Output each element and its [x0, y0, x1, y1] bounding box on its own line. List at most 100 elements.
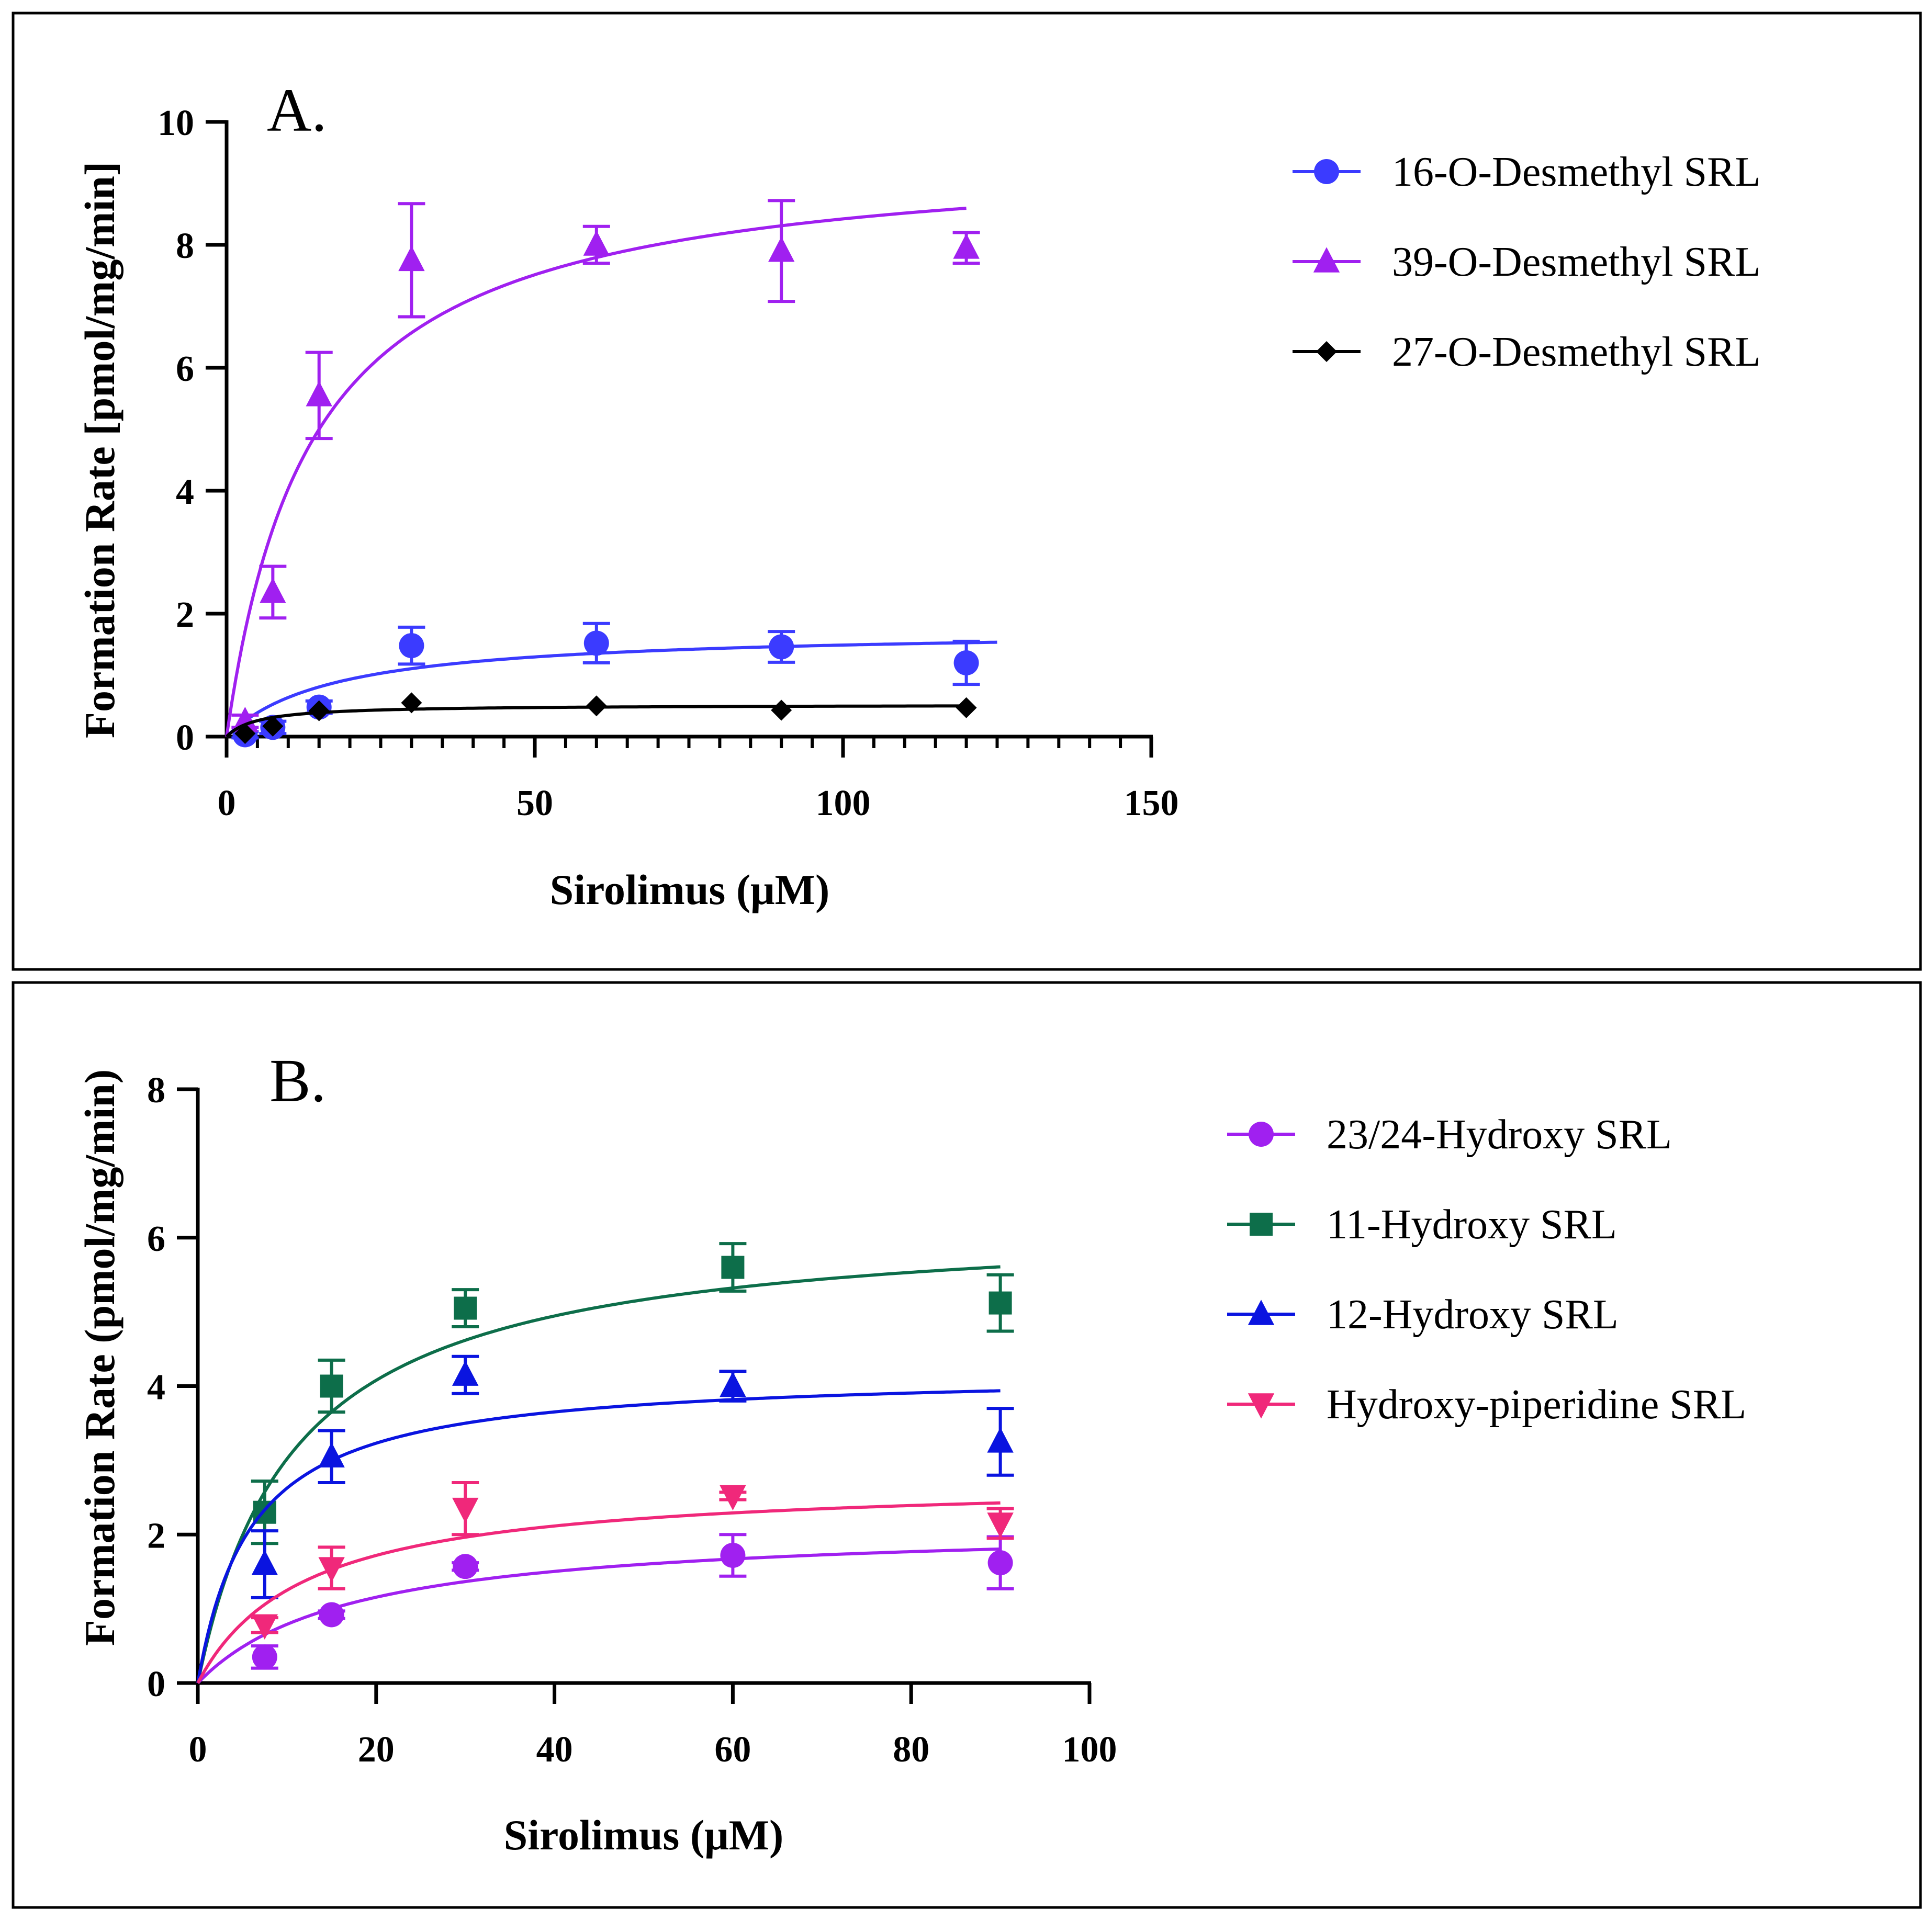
panel-b-x-tick-label: 20: [358, 1730, 395, 1770]
panel-a-series-2: [225, 199, 980, 737]
panel-a-axes: 0 50 100 150 0 2 4 6 8 10: [158, 103, 1179, 823]
panel-a-series-3: [225, 692, 977, 744]
panel-b-axes: 0 20 40 60 80 100 0 2 4 6 8: [147, 1070, 1117, 1770]
panel-a-y-tick-label: 10: [158, 103, 194, 143]
panel-a-x-tick-label: 0: [218, 783, 236, 823]
panel-b-series-2-data-point: [721, 1256, 745, 1279]
panel-a-series-3-data-point: [262, 716, 284, 737]
panel-a-frame: [12, 12, 1922, 971]
panel-b-series-1-data-point: [319, 1602, 344, 1628]
panel-a-x-tick-label: 150: [1124, 783, 1179, 823]
panel-a-y-tick-label: 0: [176, 718, 194, 758]
panel-b-series-4-data-point: [251, 1614, 278, 1640]
panel-a-legend-item-3: 27-O-Desmethyl SRL: [1293, 329, 1760, 375]
panel-a: A. Sirolimus (μM) Formation Rate [pmol/m…: [12, 12, 1922, 971]
panel-a-legend-item-2: 39-O-Desmethyl SRL: [1293, 239, 1760, 285]
panel-a-series-3-data-point: [956, 697, 977, 718]
panel-b-legend-item-3: 12-Hydroxy SRL: [1227, 1292, 1619, 1338]
panel-b-plot-area: [196, 1242, 1014, 1685]
panel-b-x-tick-label: 100: [1062, 1730, 1117, 1770]
panel-a-series-1-data-point: [769, 634, 794, 660]
panel-b-series-1: [196, 1533, 1014, 1685]
panel-b-x-tick-label: 0: [189, 1730, 207, 1770]
panel-b-legend: 23/24-Hydroxy SRL 11-Hydroxy SRL 12-Hydrox…: [1227, 1112, 1746, 1428]
panel-a-series-3-data-point: [771, 699, 792, 721]
legend-label: 27-O-Desmethyl SRL: [1392, 329, 1760, 375]
panel-b-series-3-data-point: [318, 1442, 345, 1467]
panel-b-label: B.: [269, 1046, 326, 1115]
panel-b-series-4-data-point: [987, 1512, 1014, 1538]
panel-a-series-3-data-point: [586, 695, 607, 717]
legend-label: 12-Hydroxy SRL: [1327, 1292, 1619, 1338]
panel-a-y-tick-label: 2: [176, 595, 194, 635]
panel-a-y-tick-label: 8: [176, 226, 194, 266]
panel-b-x-tick-label: 80: [893, 1730, 929, 1770]
legend-marker: [1316, 341, 1337, 362]
panel-a-series-3-data-point: [308, 700, 330, 721]
legend-label: 23/24-Hydroxy SRL: [1327, 1112, 1672, 1158]
legend-marker: [1313, 247, 1340, 273]
panel-b-series-3-data-point: [452, 1360, 479, 1386]
panel-b-x-axis-title: Sirolimus (μM): [504, 1811, 784, 1859]
panel-b-series-3-data-point: [251, 1550, 278, 1575]
panel-b: B. Sirolimus (μM) Formation Rate (pmol/m…: [12, 981, 1922, 1909]
panel-b-y-tick-label: 2: [147, 1516, 165, 1556]
panel-a-series-2-data-point: [768, 236, 795, 262]
panel-b-legend-item-2: 11-Hydroxy SRL: [1227, 1202, 1617, 1248]
panel-b-x-tick-label: 60: [714, 1730, 751, 1770]
panel-a-series-3-data-point: [234, 723, 256, 744]
panel-b-series-1-data-point: [987, 1550, 1013, 1576]
panel-a-y-tick-label: 4: [176, 472, 194, 512]
panel-a-series-2-data-point: [260, 578, 286, 603]
panel-b-series-3-data-point: [987, 1427, 1014, 1453]
panel-b-series-2-data-point: [320, 1374, 343, 1398]
legend-marker: [1248, 1393, 1275, 1419]
panel-b-series-4-data-point: [452, 1497, 479, 1523]
legend-marker: [1248, 1300, 1275, 1325]
panel-a-series-1-fit-curve: [225, 640, 997, 738]
panel-b-series-4-data-point: [720, 1485, 746, 1511]
panel-b-series-1-data-point: [720, 1542, 746, 1568]
panel-b-series-1-data-point: [252, 1644, 277, 1670]
panel-a-y-axis-title: Formation Rate [pmol/mg/min]: [76, 162, 123, 738]
panel-a-label: A.: [267, 76, 327, 144]
panel-b-series-4: [196, 1481, 1014, 1684]
legend-marker: [1250, 1213, 1273, 1236]
panel-a-series-2-data-point: [583, 230, 610, 256]
panel-a-series-2-data-point: [306, 381, 332, 406]
panel-b-x-tick-label: 40: [536, 1730, 573, 1770]
panel-b-y-tick-label: 4: [147, 1368, 165, 1408]
panel-a-series-3-data-point: [401, 692, 422, 714]
panel-a-legend: 16-O-Desmethyl SRL 39-O-Desmethyl SRL 27-O…: [1293, 149, 1760, 375]
panel-b-series-2-data-point: [989, 1291, 1012, 1315]
panel-b-series-2-data-point: [454, 1296, 477, 1320]
panel-a-x-tick-label: 50: [516, 783, 553, 823]
panel-a-y-tick-label: 6: [176, 349, 194, 389]
panel-b-y-tick-label: 0: [147, 1664, 165, 1704]
panel-b-series-1-data-point: [453, 1554, 478, 1579]
panel-b-series-2: [196, 1242, 1014, 1684]
panel-a-series-1-data-point: [953, 650, 979, 675]
legend-label: 16-O-Desmethyl SRL: [1392, 149, 1760, 195]
panel-a-legend-item-1: 16-O-Desmethyl SRL: [1293, 149, 1760, 195]
panel-b-series-4-data-point: [318, 1557, 345, 1583]
panel-a-plot-area: [225, 199, 997, 748]
panel-b-legend-item-1: 23/24-Hydroxy SRL: [1227, 1112, 1672, 1158]
panel-b-y-tick-label: 8: [147, 1070, 165, 1111]
panel-a-series-2-data-point: [232, 707, 259, 732]
panel-a-series-2-data-point: [953, 233, 980, 259]
panel-a-x-axis-title: Sirolimus (μM): [550, 866, 830, 913]
legend-marker: [1314, 159, 1339, 184]
panel-a-series-1-data-point: [399, 633, 424, 659]
legend-label: 39-O-Desmethyl SRL: [1392, 239, 1760, 285]
panel-b-legend-item-4: Hydroxy-piperidine SRL: [1227, 1382, 1746, 1428]
legend-marker: [1249, 1122, 1274, 1147]
panel-a-series-1-data-point: [583, 630, 609, 656]
panel-b-series-3: [196, 1354, 1014, 1684]
panel-a-x-tick-label: 100: [816, 783, 871, 823]
panel-b-series-3-data-point: [720, 1371, 746, 1397]
legend-label: 11-Hydroxy SRL: [1327, 1202, 1617, 1248]
legend-label: Hydroxy-piperidine SRL: [1327, 1382, 1746, 1428]
panel-b-y-tick-label: 6: [147, 1219, 165, 1259]
